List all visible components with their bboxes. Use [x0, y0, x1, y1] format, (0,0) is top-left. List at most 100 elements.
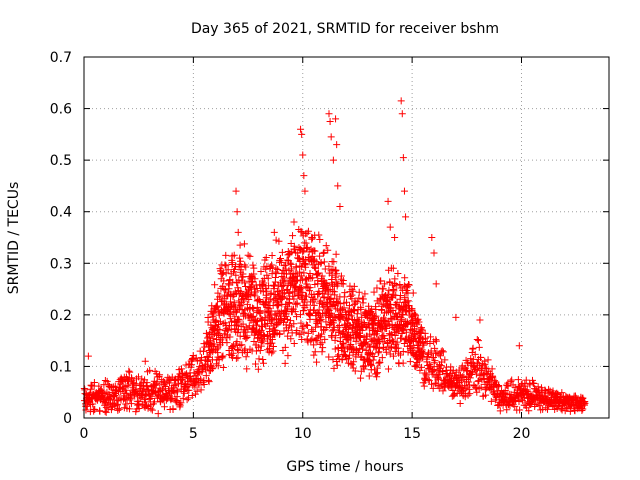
data-point [401, 274, 409, 282]
data-point [396, 292, 404, 300]
data-point [396, 280, 404, 288]
data-point [290, 339, 298, 347]
data-point [254, 317, 262, 325]
data-point [293, 300, 301, 308]
data-point [393, 338, 401, 346]
data-point [345, 354, 353, 362]
data-point [284, 352, 292, 360]
data-point [267, 307, 275, 315]
data-point [333, 141, 341, 149]
data-point [420, 341, 428, 349]
data-point [310, 351, 318, 359]
data-point [252, 360, 260, 368]
data-point [288, 265, 296, 273]
data-point [224, 266, 232, 274]
data-point [315, 306, 323, 314]
data-point [431, 344, 439, 352]
data-point [238, 341, 246, 349]
data-point [336, 334, 344, 342]
data-point [382, 348, 390, 356]
x-axis-label: GPS time / hours [286, 459, 403, 475]
data-point [332, 266, 340, 274]
data-point [235, 276, 243, 284]
data-point [471, 350, 479, 358]
data-point [566, 407, 574, 415]
data-point [298, 324, 306, 332]
data-point [290, 295, 298, 303]
data-point [299, 288, 307, 296]
data-point [268, 316, 276, 324]
data-point [303, 244, 311, 252]
data-point [305, 287, 313, 295]
y-tick-label: 0.4 [50, 205, 72, 221]
data-point [299, 322, 307, 330]
data-point [358, 326, 366, 334]
data-point [214, 289, 222, 297]
data-point [374, 369, 382, 377]
data-point [477, 383, 485, 391]
data-point [238, 299, 246, 307]
data-point [334, 323, 342, 331]
data-point [231, 288, 239, 296]
data-point [360, 319, 368, 327]
data-point [346, 351, 354, 359]
data-point [331, 273, 339, 281]
data-point [216, 293, 224, 301]
data-point [425, 377, 433, 385]
data-point [487, 397, 495, 405]
data-point [517, 381, 525, 389]
data-point [312, 264, 320, 272]
data-point [263, 332, 271, 340]
data-point [254, 365, 262, 373]
data-point [285, 299, 293, 307]
data-point [432, 349, 440, 357]
data-point [89, 400, 97, 408]
data-point [338, 279, 346, 287]
data-point [250, 270, 258, 278]
data-point [319, 249, 327, 257]
data-point [437, 382, 445, 390]
data-point [322, 242, 330, 250]
data-point [373, 370, 381, 378]
data-point [183, 370, 191, 378]
data-point [173, 388, 181, 396]
x-tick-label: 20 [513, 426, 531, 442]
data-point [281, 359, 289, 367]
data-point [249, 261, 257, 269]
x-tick-label: 5 [189, 426, 198, 442]
data-point [496, 407, 504, 415]
data-point [321, 265, 329, 273]
data-point [308, 326, 316, 334]
axis-ticks: 0 5 10 15 20 0 0.1 0.2 0.3 0.4 0.5 0.6 0.7 [50, 50, 609, 442]
data-point [279, 282, 287, 290]
data-point [300, 269, 308, 277]
data-point [241, 279, 249, 287]
data-point [374, 328, 382, 336]
data-point [476, 372, 484, 380]
data-point [350, 282, 358, 290]
data-point [404, 297, 412, 305]
data-point [391, 331, 399, 339]
data-point [307, 337, 315, 345]
data-point [397, 316, 405, 324]
data-point [503, 406, 511, 414]
data-point [190, 369, 198, 377]
data-point [270, 282, 278, 290]
data-point [367, 305, 375, 313]
data-point [185, 394, 193, 402]
data-point [297, 227, 305, 235]
data-point [397, 334, 405, 342]
data-point [365, 372, 373, 380]
data-point [430, 249, 438, 257]
data-point [225, 309, 233, 317]
data-point [325, 110, 333, 118]
data-point [281, 343, 289, 351]
data-point [415, 357, 423, 365]
data-point [330, 364, 338, 372]
data-point [391, 275, 399, 283]
data-point [308, 252, 316, 260]
x-tick-label: 10 [294, 426, 312, 442]
data-point [289, 232, 297, 240]
data-point [541, 386, 549, 394]
